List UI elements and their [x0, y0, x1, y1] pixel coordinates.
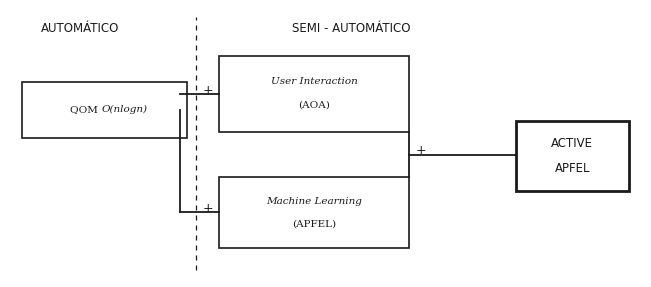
Text: (APFEL): (APFEL)	[292, 219, 337, 228]
Bar	[516, 121, 629, 191]
Bar	[219, 56, 409, 132]
Text: +: +	[203, 202, 214, 215]
Text: +: +	[203, 84, 214, 96]
Text: APFEL: APFEL	[555, 162, 590, 175]
Text: QOM: QOM	[70, 105, 101, 114]
Bar	[22, 82, 187, 138]
Text: ACTIVE: ACTIVE	[551, 137, 593, 150]
Bar	[219, 177, 409, 248]
Text: O(nlogn): O(nlogn)	[101, 105, 147, 114]
Text: +: +	[416, 144, 426, 157]
Text: (AOA): (AOA)	[298, 101, 330, 110]
Text: Machine Learning: Machine Learning	[266, 197, 362, 206]
Text: User Interaction: User Interaction	[271, 77, 357, 86]
Text: AUTOMÁTICO: AUTOMÁTICO	[41, 22, 119, 35]
Text: SEMI - AUTOMÁTICO: SEMI - AUTOMÁTICO	[292, 22, 411, 35]
